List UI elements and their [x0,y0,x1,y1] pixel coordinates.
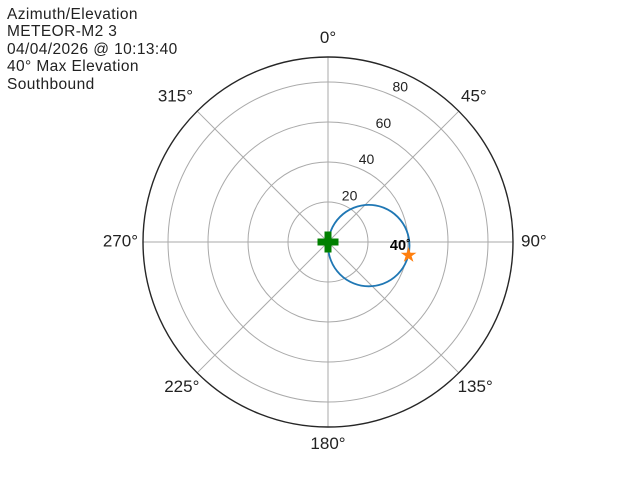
svg-text:315°: 315° [158,87,193,106]
svg-text:60: 60 [376,115,392,131]
svg-text:80: 80 [393,79,409,95]
svg-text:270°: 270° [103,232,138,251]
svg-text:90°: 90° [521,232,547,251]
svg-text:0°: 0° [320,28,336,47]
svg-text:180°: 180° [310,434,345,453]
svg-text:225°: 225° [164,377,199,396]
svg-text:40: 40 [359,151,375,167]
svg-text:45°: 45° [461,87,487,106]
svg-text:20: 20 [342,187,358,203]
svg-text:135°: 135° [458,377,493,396]
